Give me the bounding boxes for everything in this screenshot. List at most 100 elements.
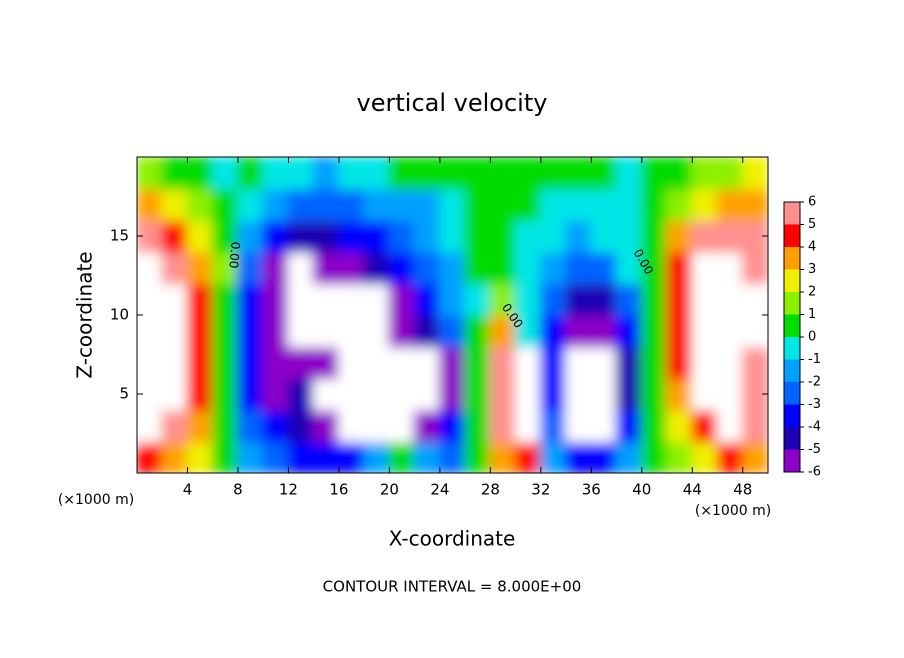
field-cell — [590, 440, 618, 473]
field-cell — [716, 219, 744, 253]
field-cell — [489, 377, 517, 411]
field-cell — [464, 314, 492, 348]
x-axis-label: X-coordinate — [389, 527, 516, 551]
field-cell — [615, 219, 643, 253]
x-tick-label: 20 — [380, 481, 399, 499]
field-cell — [186, 440, 214, 473]
field-cell — [211, 345, 239, 380]
field-cell — [236, 440, 265, 473]
field-cell — [565, 377, 593, 411]
field-cell — [211, 282, 239, 316]
field-cell — [615, 440, 643, 473]
field-cell — [388, 440, 416, 473]
field-cell — [666, 408, 694, 443]
field-cell — [161, 282, 189, 316]
field-cell — [287, 377, 315, 411]
field-cell — [312, 345, 340, 380]
field-cell — [489, 282, 517, 316]
field-cell — [262, 219, 290, 253]
y-tick-label: 10 — [110, 306, 129, 324]
field-cell — [337, 187, 366, 222]
field-cell — [363, 440, 391, 473]
field-cell — [161, 187, 189, 222]
field-cell — [312, 157, 340, 190]
field-cell — [236, 408, 265, 443]
x-tick-label: 48 — [733, 481, 752, 499]
field-cell — [565, 408, 593, 443]
field-cell — [438, 377, 467, 411]
x-tick-label: 36 — [582, 481, 601, 499]
x-tick-label: 8 — [233, 481, 243, 499]
field-cell — [262, 440, 290, 473]
field-cell — [565, 282, 593, 316]
field-cell — [363, 250, 391, 285]
field-cell — [464, 345, 492, 380]
field-cell — [691, 345, 719, 380]
field-cell — [312, 250, 340, 285]
field-cell — [464, 219, 492, 253]
field-cell — [539, 250, 568, 285]
field-cell — [691, 408, 719, 443]
x-tick-label: 4 — [183, 481, 193, 499]
field-cell — [388, 187, 416, 222]
field-cell — [565, 219, 593, 253]
field-cell — [262, 377, 290, 411]
field-cell — [489, 250, 517, 285]
colorbar-label: 0 — [808, 330, 816, 345]
field-cell — [666, 377, 694, 411]
field-cell — [691, 314, 719, 348]
field-cell — [514, 250, 542, 285]
field-cell — [741, 250, 768, 285]
field-cell — [236, 219, 265, 253]
field-cell — [691, 250, 719, 285]
field-cell — [741, 408, 768, 443]
field-cell — [590, 408, 618, 443]
field-cell — [137, 345, 164, 380]
field-cell — [539, 219, 568, 253]
field-cell — [312, 187, 340, 222]
field-cell — [236, 345, 265, 380]
field-cell — [262, 250, 290, 285]
field-cell — [640, 187, 669, 222]
field-cell — [388, 282, 416, 316]
field-cell — [464, 440, 492, 473]
field-cell — [514, 345, 542, 380]
field-cell — [161, 219, 189, 253]
field-cell — [489, 440, 517, 473]
field-cell — [716, 345, 744, 380]
field-cell — [716, 408, 744, 443]
field-cell — [211, 377, 239, 411]
field-cell — [438, 187, 467, 222]
x-tick-label: 24 — [430, 481, 449, 499]
field-cell — [615, 187, 643, 222]
field-cell — [438, 345, 467, 380]
field-cell — [691, 282, 719, 316]
field-cell — [388, 408, 416, 443]
field-cell — [287, 157, 315, 190]
field-cell — [666, 345, 694, 380]
field-cell — [640, 282, 669, 316]
field-cell — [388, 377, 416, 411]
field-cell — [615, 377, 643, 411]
field-cell — [211, 157, 239, 190]
colorbar-label: -2 — [808, 375, 821, 390]
field-cell — [312, 314, 340, 348]
field-cell — [337, 282, 366, 316]
field-cell — [539, 408, 568, 443]
field-cell — [186, 282, 214, 316]
field-cell — [337, 377, 366, 411]
field-cell — [287, 187, 315, 222]
field-cell — [640, 408, 669, 443]
field-cell — [262, 408, 290, 443]
field-cell — [186, 377, 214, 411]
field-cell — [464, 408, 492, 443]
field-cell — [590, 314, 618, 348]
field-cell — [691, 187, 719, 222]
field-cell — [388, 250, 416, 285]
field-cell — [287, 408, 315, 443]
field-cell — [666, 440, 694, 473]
field-cell — [464, 282, 492, 316]
field-cell — [464, 157, 492, 190]
field-cell — [615, 157, 643, 190]
